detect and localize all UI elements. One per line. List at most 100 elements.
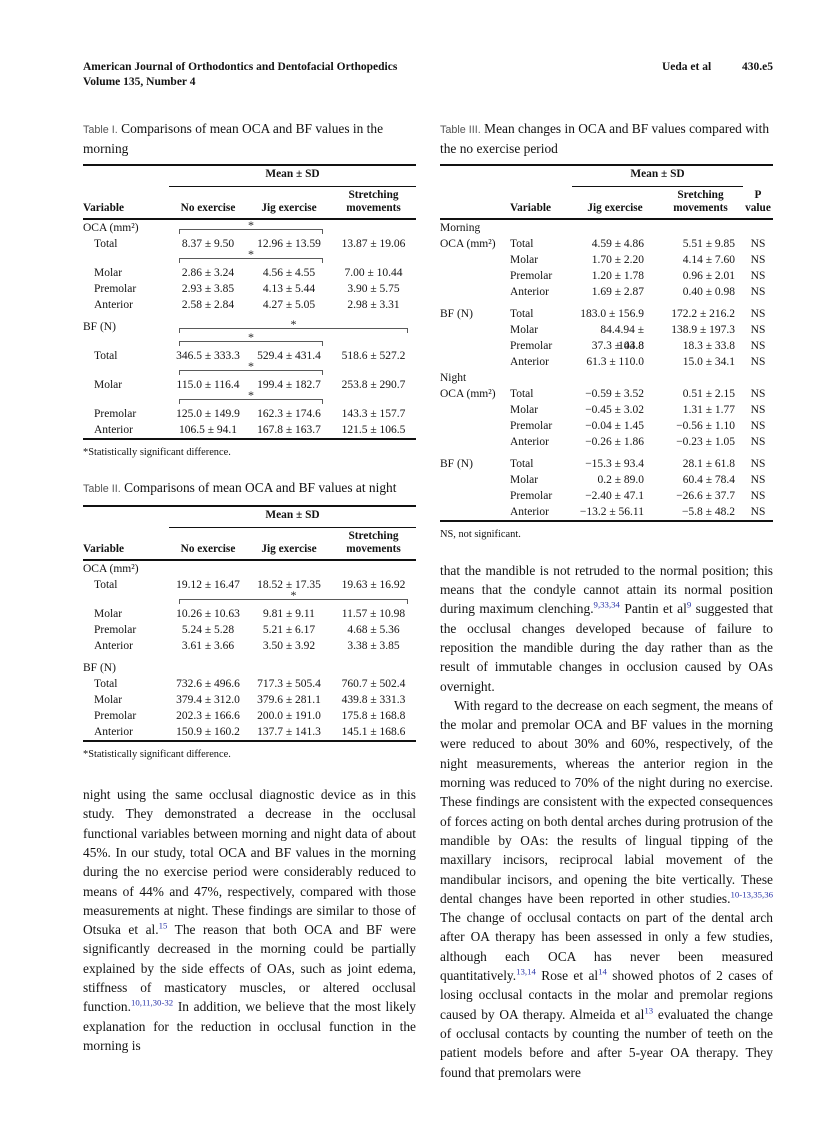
cell: 0.96 ± 2.01 — [682, 269, 735, 282]
cell: Anterior — [510, 435, 549, 448]
cell: Total — [510, 237, 534, 250]
column-header: Variable — [83, 542, 125, 555]
cell: 202.3 ± 166.6 — [176, 710, 240, 723]
table-1-label: Table I. — [83, 124, 118, 136]
cell: NS — [750, 285, 766, 298]
cell: 4.59 ± 4.86 — [591, 237, 644, 250]
table-row: Anterior 1.69 ± 2.87 0.40 ± 0.98 NS — [440, 284, 773, 300]
bracket-row: * — [83, 389, 416, 406]
cell: NS — [750, 505, 766, 518]
cell — [331, 561, 416, 577]
citation-ref[interactable]: 15 — [158, 920, 168, 931]
citation-ref[interactable]: 13,14 — [516, 966, 536, 977]
cell: 138.9 ± 197.3 — [671, 323, 735, 336]
cell: BF (N) — [440, 457, 473, 470]
cell — [169, 561, 247, 577]
citation-ref[interactable]: 9,33,34 — [593, 599, 620, 610]
significance-bracket: * — [179, 318, 408, 333]
asterisk: * — [248, 246, 254, 261]
citation-ref[interactable]: 14 — [598, 966, 607, 977]
column-header: Variable — [83, 201, 125, 214]
citation-ref[interactable]: 10-13,35,36 — [730, 889, 773, 900]
cell: 0.2 ± 89.0 — [597, 473, 644, 486]
cell: Total — [510, 457, 534, 470]
cell: 84.4.94 ± 103.8 — [600, 323, 644, 352]
table-1-title: Comparisons of mean OCA and BF values in… — [83, 121, 384, 156]
cell: 5.24 ± 5.28 — [181, 624, 235, 637]
cell: 0.40 ± 0.98 — [682, 285, 735, 298]
table-row: Anterior 2.58 ± 2.84 4.27 ± 5.05 2.98 ± 3.3… — [83, 297, 416, 313]
cell: 760.7 ± 502.4 — [341, 678, 406, 691]
asterisk: * — [290, 316, 297, 331]
mean-sd-label: Mean ± SD — [630, 168, 685, 180]
cell: NS — [750, 473, 766, 486]
paragraph: night using the same occlusal diagnostic… — [83, 787, 416, 1053]
table-rule — [83, 437, 416, 440]
cell: −0.23 ± 1.05 — [676, 435, 735, 448]
table-rule — [83, 164, 416, 166]
cell: BF (N) — [440, 307, 473, 320]
cell: 379.4 ± 312.0 — [176, 694, 240, 707]
cell: 9.81 ± 9.11 — [263, 608, 315, 621]
bracket-row: * — [83, 246, 416, 265]
mean-sd-rule — [572, 185, 743, 187]
table-row: OCA (mm²) — [83, 561, 416, 577]
column-header: Jig exercise — [587, 201, 643, 214]
cell: 1.70 ± 2.20 — [591, 253, 644, 266]
cell: 137.7 ± 141.3 — [257, 726, 321, 739]
cell: NS — [750, 419, 766, 432]
row-label: Molar — [94, 608, 123, 621]
citation-ref[interactable]: 13 — [644, 1005, 654, 1016]
left-column: Table I. Comparisons of mean OCA and BF … — [83, 120, 416, 1082]
cell: 115.0 ± 116.4 — [176, 378, 240, 391]
journal-volume: Volume 135, Number 4 — [83, 76, 196, 88]
cell: 12.96 ± 13.59 — [257, 237, 321, 250]
row-label: BF (N) — [83, 320, 116, 333]
table-row: OCA (mm²) * — [83, 217, 416, 236]
row-label: Molar — [94, 694, 123, 707]
page-number: 430.e5 — [742, 61, 773, 73]
significance-bracket: * — [179, 389, 323, 404]
table-row: BF (N) Total −15.3 ± 93.4 28.1 ± 61.8 NS — [440, 456, 773, 472]
table-row: Premolar −2.40 ± 47.1 −26.6 ± 37.7 NS — [440, 488, 773, 504]
cell — [658, 220, 743, 236]
citation-ref[interactable]: 10,11,30-32 — [130, 997, 174, 1008]
significance-bracket: * — [179, 589, 408, 605]
left-column-text: night using the same occlusal diagnostic… — [83, 785, 416, 1055]
cell: 4.13 ± 5.44 — [262, 282, 316, 295]
cell — [440, 252, 510, 268]
cell — [440, 402, 510, 418]
cell: 18.52 ± 17.35 — [257, 579, 321, 592]
column-header: P value — [745, 189, 771, 214]
cell — [440, 354, 510, 370]
asterisk: * — [248, 217, 254, 232]
mean-sd-spanner: Mean ± SD — [440, 166, 773, 187]
table-3: Table III. Mean changes in OCA and BF va… — [440, 120, 773, 541]
cell — [440, 268, 510, 284]
cell — [169, 660, 247, 676]
mean-sd-rule — [169, 185, 416, 187]
cell: 253.8 ± 290.7 — [341, 378, 406, 391]
asterisk: * — [248, 358, 254, 373]
citation-ref[interactable]: 9 — [686, 599, 692, 610]
cell: −0.26 ± 1.86 — [585, 435, 644, 448]
cell — [440, 472, 510, 488]
cell: 10.26 ± 10.63 — [176, 608, 240, 621]
two-column-layout: Table I. Comparisons of mean OCA and BF … — [83, 120, 773, 1082]
row-label: Premolar — [94, 710, 137, 723]
row-label: Total — [94, 237, 118, 250]
table-row: Molar 1.70 ± 2.20 4.14 ± 7.60 NS — [440, 252, 773, 268]
cell: Morning — [440, 221, 481, 234]
table-row: BF (N) * — [83, 318, 416, 335]
cell: 162.3 ± 174.6 — [257, 407, 321, 420]
row-label: Total — [94, 579, 118, 592]
table-1-caption: Table I. Comparisons of mean OCA and BF … — [83, 120, 416, 157]
cell: Premolar — [510, 339, 553, 352]
cell: 183.0 ± 156.9 — [580, 307, 644, 320]
column-header: Stretching movements — [346, 530, 401, 555]
table-row: OCA (mm²) Total 4.59 ± 4.86 5.51 ± 9.85 NS — [440, 236, 773, 252]
cell — [440, 338, 510, 354]
row-label: OCA (mm²) — [83, 563, 139, 576]
right-column-text: that the mandible is not retruded to the… — [440, 561, 773, 1082]
